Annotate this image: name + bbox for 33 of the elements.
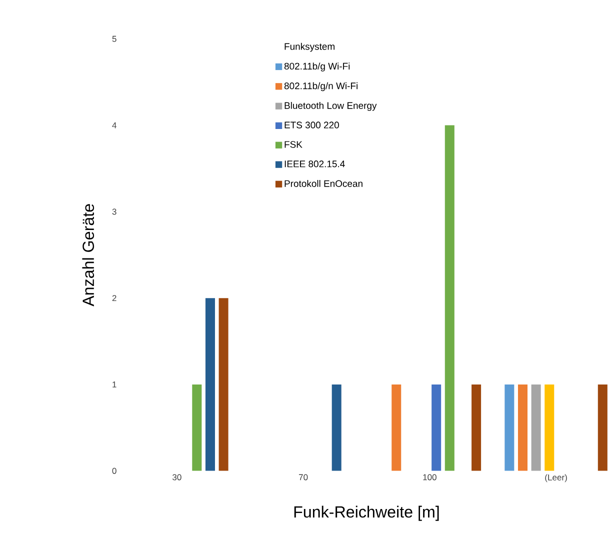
y-tick-label: 3 (112, 208, 116, 215)
x-axis-title: Funk-Reichweite [m] (294, 506, 439, 521)
y-tick-label: 2 (112, 295, 116, 302)
x-tick-label: (Leer) (545, 474, 567, 482)
bar (218, 298, 228, 472)
legend-title: Funksystem (284, 43, 334, 52)
bar (531, 384, 541, 472)
x-tick-label: 70 (298, 474, 308, 480)
y-tick-label: 5 (112, 36, 116, 42)
bar (332, 384, 342, 472)
legend-label: 802.11b/g Wi-Fi (284, 62, 350, 72)
bar (392, 384, 402, 472)
bar (544, 384, 554, 472)
bar (444, 125, 454, 472)
bar (598, 384, 608, 472)
bar (504, 384, 514, 472)
y-tick-label: 1 (112, 382, 116, 388)
legend-label: 802.11b/g/n Wi-Fi (284, 82, 358, 92)
x-tick-label: 100 (423, 474, 436, 480)
legend-label: IEEE 802.15.4 (284, 160, 345, 168)
y-tick-label: 0 (112, 468, 116, 474)
bar (518, 384, 528, 472)
y-tick-label: 4 (112, 122, 116, 128)
legend-label: Protokoll EnOcean (284, 180, 362, 188)
x-tick-label: 30 (172, 474, 182, 480)
bar (192, 384, 202, 472)
legend-label: FSK (284, 141, 302, 148)
legend-label: ETS 300 220 (284, 122, 339, 129)
legend-label: Bluetooth Low Energy (284, 102, 377, 111)
bar (432, 384, 442, 472)
y-axis-title: Anzahl Geräte (82, 204, 94, 307)
bar (205, 298, 215, 472)
bar (472, 384, 482, 472)
